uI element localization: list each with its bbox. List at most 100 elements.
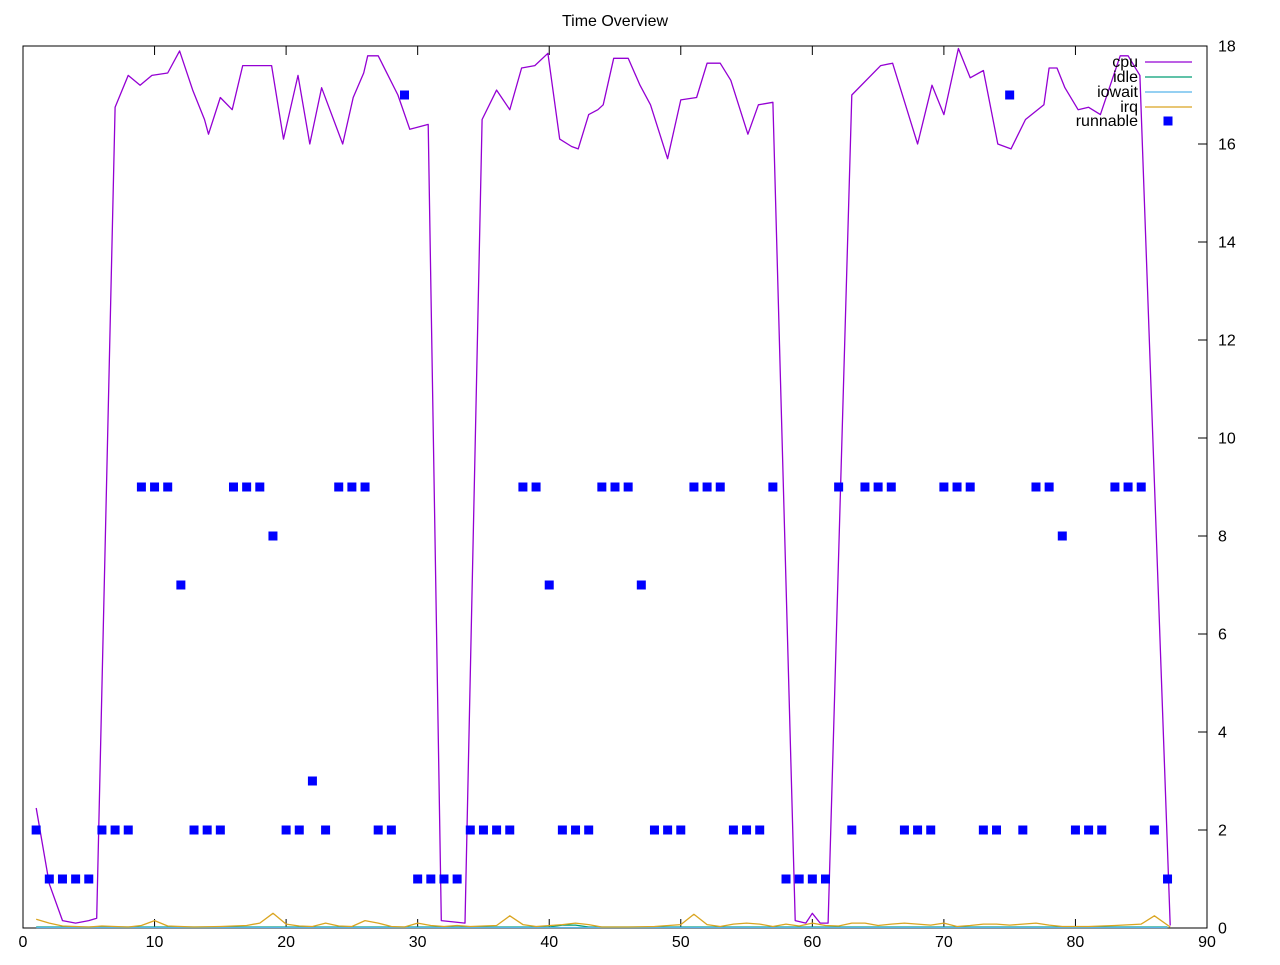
series-runnable-point <box>386 825 396 835</box>
series-runnable-point <box>571 825 581 835</box>
y-tick-label: 2 <box>1218 823 1227 840</box>
series-runnable-point <box>926 825 936 835</box>
x-tick-label: 10 <box>146 934 164 951</box>
y-tick-label: 8 <box>1218 529 1227 546</box>
series-runnable-point <box>1084 825 1094 835</box>
series-runnable-point <box>334 482 344 492</box>
series-runnable-point <box>557 825 567 835</box>
series-runnable-point <box>400 90 410 100</box>
series-runnable-point <box>242 482 252 492</box>
series-runnable-point <box>834 482 844 492</box>
series-runnable-point <box>1149 825 1159 835</box>
legend-label-idle: idle <box>1113 69 1138 86</box>
x-tick-label: 20 <box>277 934 295 951</box>
y-tick-label: 18 <box>1218 39 1236 56</box>
series-runnable-point <box>663 825 673 835</box>
y-tick-label: 10 <box>1218 431 1236 448</box>
x-tick-label: 70 <box>935 934 953 951</box>
series-runnable-point <box>71 874 81 884</box>
series-runnable-point <box>1031 482 1041 492</box>
series-runnable-point <box>636 580 646 590</box>
series-runnable-point <box>44 874 54 884</box>
series-runnable-point <box>281 825 291 835</box>
series-runnable-point <box>873 482 883 492</box>
series-runnable-point <box>544 580 554 590</box>
legend-label-runnable: runnable <box>1076 113 1138 130</box>
series-runnable-point <box>84 874 94 884</box>
series-runnable-point <box>689 482 699 492</box>
series-runnable-point <box>1123 482 1133 492</box>
y-tick-label: 6 <box>1218 627 1227 644</box>
x-tick-label: 90 <box>1198 934 1216 951</box>
series-runnable-point <box>978 825 988 835</box>
legend-label-iowait: iowait <box>1097 84 1138 101</box>
series-runnable-point <box>228 482 238 492</box>
series-runnable-point <box>294 825 304 835</box>
series-runnable-point <box>202 825 212 835</box>
x-tick-label: 60 <box>803 934 821 951</box>
series-runnable-point <box>426 874 436 884</box>
series-runnable-point <box>268 531 278 541</box>
series-runnable-point <box>755 825 765 835</box>
series-runnable-point <box>847 825 857 835</box>
series-runnable-point <box>439 874 449 884</box>
series-runnable-point <box>321 825 331 835</box>
series-runnable-point <box>176 580 186 590</box>
series-runnable-point <box>610 482 620 492</box>
x-tick-label: 0 <box>19 934 28 951</box>
series-runnable-point <box>110 825 120 835</box>
x-tick-label: 50 <box>672 934 690 951</box>
series-runnable-point <box>347 482 357 492</box>
series-runnable-point <box>478 825 488 835</box>
legend-label-cpu: cpu <box>1112 54 1138 71</box>
series-runnable-point <box>1005 90 1015 100</box>
series-runnable-point <box>1018 825 1028 835</box>
series-runnable-point <box>136 482 146 492</box>
series-runnable-point <box>1136 482 1146 492</box>
series-runnable-point <box>886 482 896 492</box>
series-runnable-point <box>952 482 962 492</box>
series-runnable-point <box>728 825 738 835</box>
series-runnable-point <box>307 776 317 786</box>
series-runnable-point <box>649 825 659 835</box>
series-runnable-point <box>913 825 923 835</box>
series-runnable-point <box>623 482 633 492</box>
series-runnable-point <box>452 874 462 884</box>
y-tick-label: 4 <box>1218 725 1227 742</box>
series-runnable-point <box>768 482 778 492</box>
series-runnable-point <box>992 825 1002 835</box>
series-runnable-point <box>1057 531 1067 541</box>
series-runnable-point <box>1044 482 1054 492</box>
series-runnable-point <box>505 825 515 835</box>
series-runnable-point <box>215 825 225 835</box>
series-runnable-point <box>939 482 949 492</box>
series-runnable-point <box>373 825 383 835</box>
series-runnable-point <box>465 825 475 835</box>
series-runnable-point <box>57 874 67 884</box>
series-runnable-point <box>531 482 541 492</box>
legend-swatch-runnable <box>1163 116 1173 126</box>
series-runnable-point <box>189 825 199 835</box>
series-runnable-point <box>794 874 804 884</box>
series-cpu-line <box>35 47 1171 926</box>
series-runnable-point <box>150 482 160 492</box>
y-tick-label: 0 <box>1218 921 1227 938</box>
series-runnable-point <box>965 482 975 492</box>
y-tick-label: 16 <box>1218 137 1236 154</box>
series-runnable-point <box>742 825 752 835</box>
series-runnable-point <box>492 825 502 835</box>
series-runnable-point <box>255 482 265 492</box>
legend-label-irq: irq <box>1120 99 1138 116</box>
series-runnable-point <box>123 825 133 835</box>
series-runnable-point <box>1097 825 1107 835</box>
series-runnable-point <box>1070 825 1080 835</box>
y-tick-label: 14 <box>1218 235 1236 252</box>
series-runnable-point <box>31 825 41 835</box>
x-tick-label: 30 <box>409 934 427 951</box>
series-runnable-point <box>860 482 870 492</box>
series-runnable-point <box>715 482 725 492</box>
series-runnable-point <box>518 482 528 492</box>
series-runnable-point <box>702 482 712 492</box>
